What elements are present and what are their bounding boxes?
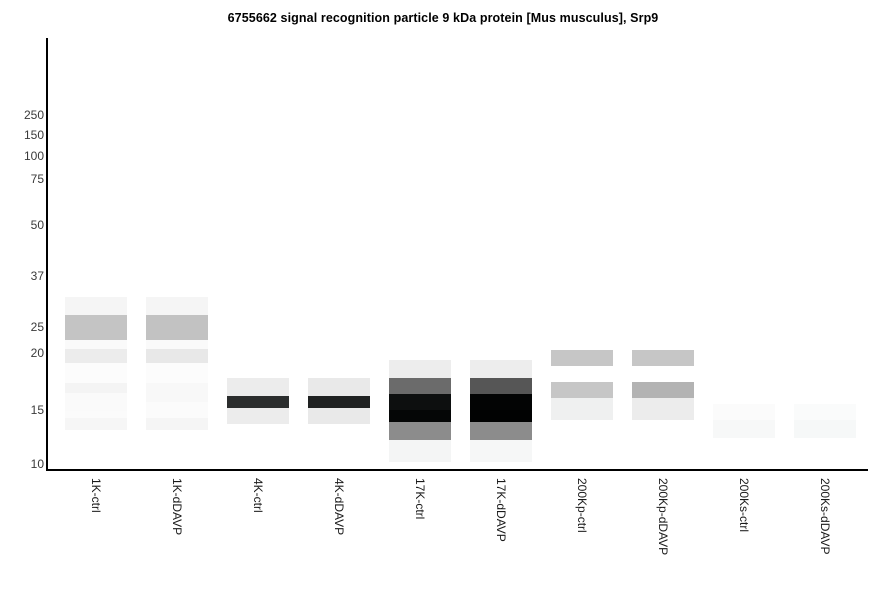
gel-band xyxy=(470,440,532,462)
gel-band xyxy=(65,363,127,383)
gel-band xyxy=(227,396,289,408)
x-axis-tick-200Kp-dDAVP: 200Kp-dDAVP xyxy=(656,478,670,556)
y-axis-tick-20: 20 xyxy=(30,346,44,360)
gel-band xyxy=(65,383,127,393)
gel-band xyxy=(146,380,208,402)
gel-lane-200Ks-ctrl[interactable] xyxy=(713,40,775,469)
gel-lane-1K-ctrl[interactable] xyxy=(65,40,127,469)
gel-lane-1K-dDAVP[interactable] xyxy=(146,40,208,469)
gel-band xyxy=(470,422,532,440)
gel-band xyxy=(146,297,208,315)
gel-band xyxy=(308,408,370,424)
gel-band xyxy=(389,410,451,422)
gel-band xyxy=(227,378,289,396)
x-axis-tick-200Kp-ctrl: 200Kp-ctrl xyxy=(575,478,589,533)
page-title: 6755662 signal recognition particle 9 kD… xyxy=(227,11,659,25)
gel-band xyxy=(470,378,532,394)
gel-band xyxy=(389,422,451,440)
gel-band xyxy=(713,404,775,420)
gel-lane-17K-dDAVP[interactable] xyxy=(470,40,532,469)
gel-band xyxy=(794,420,856,438)
x-axis-tick-17K-ctrl: 17K-ctrl xyxy=(413,478,427,520)
gel-band xyxy=(794,404,856,420)
gel-lane-200Ks-dDAVP[interactable] xyxy=(794,40,856,469)
y-axis-tick-15: 15 xyxy=(30,403,44,417)
gel-band xyxy=(389,360,451,378)
gel-band xyxy=(470,394,532,410)
gel-band xyxy=(146,363,208,383)
y-axis-tick-150: 150 xyxy=(23,128,44,142)
gel-band xyxy=(551,382,613,398)
gel-band xyxy=(146,349,208,363)
x-axis-line xyxy=(46,469,868,471)
x-axis-tick-4K-ctrl: 4K-ctrl xyxy=(251,478,265,513)
x-axis-tick-200Ks-dDAVP: 200Ks-dDAVP xyxy=(818,478,832,555)
gel-band xyxy=(551,350,613,366)
x-axis-tick-17K-dDAVP: 17K-dDAVP xyxy=(494,478,508,542)
x-axis-tick-200Ks-ctrl: 200Ks-ctrl xyxy=(737,478,751,533)
gel-band xyxy=(632,382,694,398)
gel-band xyxy=(146,418,208,430)
y-axis-tick-75: 75 xyxy=(30,172,44,186)
gel-band xyxy=(146,315,208,340)
gel-lane-200Kp-dDAVP[interactable] xyxy=(632,40,694,469)
x-axis-tick-4K-dDAVP: 4K-dDAVP xyxy=(332,478,346,536)
gel-band xyxy=(632,398,694,420)
gel-lane-4K-dDAVP[interactable] xyxy=(308,40,370,469)
gel-band xyxy=(65,393,127,411)
gel-lane-200Kp-ctrl[interactable] xyxy=(551,40,613,469)
y-axis-tick-100: 100 xyxy=(23,149,44,163)
y-axis-tick-labels: 250 150 100 75 50 37 25 20 15 10 xyxy=(0,0,44,595)
y-axis-tick-50: 50 xyxy=(30,218,44,232)
gel-band xyxy=(65,349,127,363)
gel-band xyxy=(470,410,532,422)
gel-band xyxy=(470,360,532,378)
gel-band xyxy=(389,440,451,462)
gel-band xyxy=(65,340,127,349)
gel-band xyxy=(146,402,208,418)
gel-band xyxy=(713,420,775,438)
gel-band xyxy=(65,297,127,315)
gel-band xyxy=(146,340,208,349)
gel-band xyxy=(65,315,127,340)
gel-band xyxy=(389,394,451,410)
y-axis-line xyxy=(46,38,48,471)
gel-lane-4K-ctrl[interactable] xyxy=(227,40,289,469)
x-axis-tick-1K-dDAVP: 1K-dDAVP xyxy=(170,478,184,536)
gel-plot-area xyxy=(48,40,868,469)
gel-band xyxy=(308,396,370,408)
x-axis-tick-1K-ctrl: 1K-ctrl xyxy=(89,478,103,513)
y-axis-tick-10: 10 xyxy=(30,457,44,471)
gel-band xyxy=(632,350,694,366)
gel-lane-17K-ctrl[interactable] xyxy=(389,40,451,469)
gel-band xyxy=(308,378,370,396)
gel-band xyxy=(389,378,451,394)
y-axis-tick-37: 37 xyxy=(30,269,44,283)
y-axis-tick-25: 25 xyxy=(30,320,44,334)
gel-band xyxy=(551,398,613,420)
y-axis-tick-250: 250 xyxy=(23,108,44,122)
gel-band xyxy=(65,418,127,430)
gel-band xyxy=(227,408,289,424)
